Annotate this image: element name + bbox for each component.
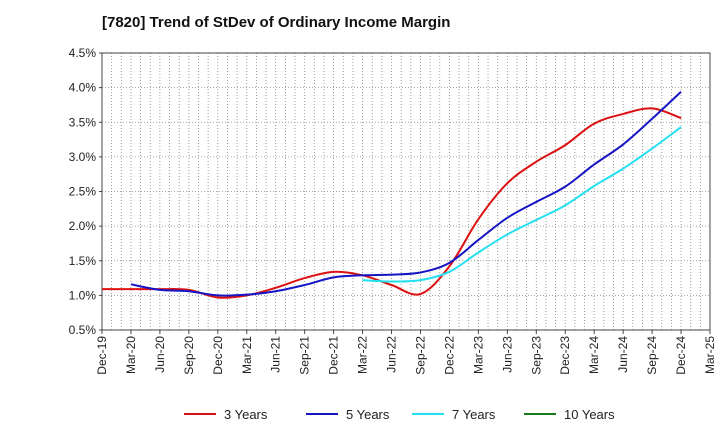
x-tick-label: Jun-24 [616, 336, 630, 373]
y-tick-label: 0.5% [69, 323, 97, 337]
x-tick-label: Dec-21 [327, 336, 341, 375]
x-tick-label: Jun-20 [153, 336, 167, 373]
x-tick-label: Dec-24 [674, 336, 688, 375]
x-tick-label: Mar-22 [356, 336, 370, 374]
x-tick-label: Jun-21 [269, 336, 283, 373]
legend-label: 7 Years [452, 407, 496, 422]
series-line-7-years [362, 126, 682, 283]
y-tick-label: 2.0% [69, 219, 97, 233]
x-tick-label: Jun-23 [500, 336, 514, 373]
x-tick-label: Sep-24 [645, 336, 659, 375]
x-tick-label: Sep-23 [529, 336, 543, 375]
y-tick-label: 3.5% [69, 115, 97, 129]
legend-label: 5 Years [346, 407, 390, 422]
x-tick-label: Dec-20 [211, 336, 225, 375]
legend-label: 10 Years [564, 407, 615, 422]
y-tick-label: 1.5% [69, 254, 97, 268]
x-tick-label: Dec-22 [442, 336, 456, 375]
x-tick-label: Mar-21 [240, 336, 254, 374]
x-tick-label: Sep-22 [413, 336, 427, 375]
x-tick-label: Mar-23 [471, 336, 485, 374]
x-tick-label: Jun-22 [385, 336, 399, 373]
x-tick-label: Mar-24 [587, 336, 601, 374]
y-tick-label: 4.0% [69, 81, 97, 95]
series-line-5-years [130, 91, 682, 297]
y-tick-label: 2.5% [69, 185, 97, 199]
x-tick-label: Dec-23 [558, 336, 572, 375]
x-tick-label: Mar-20 [124, 336, 138, 374]
y-tick-label: 3.0% [69, 150, 97, 164]
y-tick-label: 4.5% [69, 46, 97, 60]
x-tick-label: Sep-20 [182, 336, 196, 375]
x-tick-label: Sep-21 [298, 336, 312, 375]
y-tick-label: 1.0% [69, 288, 97, 302]
x-tick-label: Mar-25 [703, 336, 717, 374]
x-tick-label: Dec-19 [95, 336, 109, 375]
legend-label: 3 Years [224, 407, 268, 422]
chart-title: [7820] Trend of StDev of Ordinary Income… [102, 14, 451, 31]
